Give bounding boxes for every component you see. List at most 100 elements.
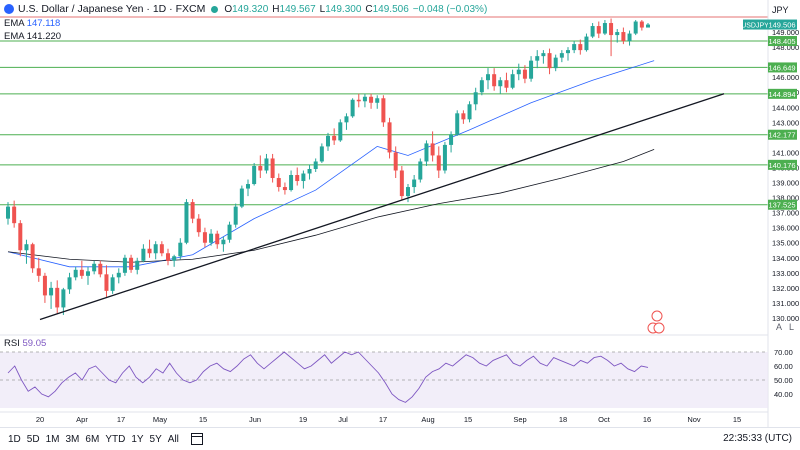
economic-event-icon: [653, 322, 665, 334]
candle-body: [24, 244, 29, 251]
price-tick-label: 144.000: [772, 103, 799, 112]
candle-body: [326, 135, 330, 147]
time-tick-label: 15: [199, 415, 207, 424]
candle-body: [387, 122, 392, 153]
candle-body: [609, 23, 614, 36]
level-label: 140.176: [768, 161, 795, 170]
candle-body: [172, 256, 177, 261]
range-5d[interactable]: 5D: [26, 433, 40, 445]
candle-body: [178, 242, 183, 257]
candle-body: [424, 143, 429, 162]
candle-body: [73, 269, 78, 278]
ema-fast-legend[interactable]: EMA 147.118: [4, 18, 61, 29]
candle-body: [344, 116, 349, 123]
level-badge: [768, 36, 797, 47]
candle-body: [584, 36, 589, 51]
rsi-tick-label: 50.00: [774, 376, 793, 385]
auto-scale-button[interactable]: A: [776, 322, 783, 332]
candle-body: [559, 53, 564, 58]
level-badge: [768, 159, 797, 170]
candle-body: [239, 188, 244, 207]
price-badge-label: 149.506: [768, 21, 795, 30]
calendar-icon[interactable]: [190, 433, 203, 445]
candle-body: [159, 244, 164, 254]
candle-body: [264, 158, 269, 171]
price-chart[interactable]: 149.000148.000146.000145.000144.000143.0…: [0, 0, 800, 427]
candle-body: [6, 206, 10, 219]
rsi-tick-label: 60.00: [774, 362, 793, 371]
price-tick-label: 130.000: [772, 314, 799, 323]
candle-body: [129, 257, 134, 270]
rsi-line: [7, 351, 649, 403]
range-1y[interactable]: 1Y: [131, 433, 144, 445]
candle-body: [258, 165, 263, 171]
time-tick-label: 15: [464, 415, 472, 424]
range-all[interactable]: All: [167, 433, 179, 445]
candle-body: [461, 113, 466, 120]
candle-body: [202, 232, 207, 243]
candle-body: [510, 74, 515, 88]
candle-body: [492, 74, 497, 87]
candle-body: [215, 233, 220, 245]
candle-body: [566, 50, 570, 54]
candle-body: [49, 287, 54, 296]
candle-body: [289, 175, 294, 191]
ohlc-low: L149.300: [319, 3, 362, 15]
candle-body: [141, 248, 146, 261]
candle-body: [295, 175, 300, 182]
time-tick-label: Oct: [598, 415, 611, 424]
time-tick-label: Aug: [421, 415, 434, 424]
ohlc-high: H149.567: [272, 3, 316, 15]
utc-clock[interactable]: 22:35:33 (UTC): [723, 433, 792, 444]
ohlc-open: O149.320: [224, 3, 269, 15]
candle-body: [449, 134, 454, 145]
ema-fast-line: [7, 60, 655, 268]
level-label: 142.177: [768, 131, 795, 140]
rsi-legend[interactable]: RSI 59.05: [4, 338, 47, 349]
range-ytd[interactable]: YTD: [105, 433, 126, 445]
price-tick-label: 146.000: [772, 73, 799, 82]
candle-body: [301, 173, 306, 182]
bottom-toolbar: 1D 5D 1M 3M 6M YTD 1Y 5Y All 22:35:33 (U…: [0, 427, 800, 450]
candle-body: [86, 271, 90, 276]
range-5y[interactable]: 5Y: [149, 433, 162, 445]
candle-body: [55, 287, 60, 308]
candle-body: [602, 23, 607, 34]
time-tick-label: Apr: [76, 415, 88, 424]
candle-body: [110, 277, 115, 291]
candle-body: [473, 92, 478, 105]
time-tick-label: Sep: [513, 415, 526, 424]
range-1m[interactable]: 1M: [45, 433, 60, 445]
ohlc-close: C149.506: [365, 3, 409, 15]
candle-body: [282, 187, 287, 191]
candle-body: [572, 44, 577, 51]
level-badge: [768, 129, 797, 140]
candle-body: [412, 179, 417, 188]
candle-body: [252, 165, 257, 185]
candle-body: [393, 152, 398, 171]
range-1d[interactable]: 1D: [8, 433, 21, 445]
level-label: 137.525: [768, 201, 795, 210]
candle-body: [319, 146, 324, 162]
candle-body: [455, 113, 460, 135]
candle-body: [135, 260, 140, 270]
candle-body: [430, 143, 435, 156]
trend-line: [39, 93, 725, 321]
time-tick-label: 17: [117, 415, 125, 424]
candle-body: [221, 239, 226, 245]
range-3m[interactable]: 3M: [65, 433, 80, 445]
candle-body: [270, 158, 275, 179]
ema-slow-line: [7, 149, 655, 263]
economic-event-icon: [651, 310, 663, 322]
candle-body: [104, 274, 109, 291]
symbol-badge: [743, 19, 768, 30]
range-6m[interactable]: 6M: [85, 433, 100, 445]
ema-slow-legend[interactable]: EMA 141.220: [4, 31, 62, 42]
log-scale-button[interactable]: L: [789, 322, 795, 332]
rsi-tick-label: 40.00: [774, 390, 793, 399]
candle-body: [467, 104, 472, 120]
symbol-badge-label: USDJPY: [741, 23, 769, 30]
symbol-title[interactable]: U.S. Dollar / Japanese Yen · 1D · FXCM: [18, 3, 206, 15]
price-tick-label: 136.000: [772, 224, 799, 233]
candle-body: [442, 144, 447, 171]
